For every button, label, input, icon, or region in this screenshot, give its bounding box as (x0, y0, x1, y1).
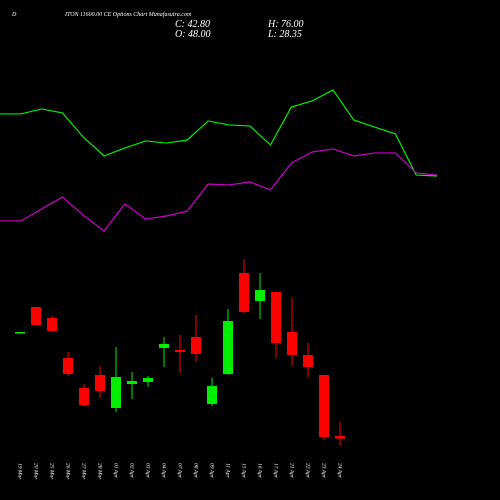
candle-body (271, 292, 281, 343)
candle-body (63, 358, 73, 374)
x-tick-label: 11 Apr (225, 463, 231, 478)
candle-body (287, 332, 297, 355)
candle-body (31, 307, 41, 325)
x-tick-label: 27 Mar (81, 463, 87, 480)
low-label: L: 28.35 (267, 29, 302, 40)
x-tick-label: 09 Apr (209, 463, 215, 479)
x-tick-label: 17 Apr (273, 463, 279, 479)
candle-body (95, 375, 105, 391)
candle-body (143, 378, 153, 382)
x-tick-label: 01 Apr (113, 463, 119, 479)
candle-body (207, 386, 217, 404)
x-tick-label: 19 Mar (17, 463, 23, 480)
candle-body (303, 355, 313, 367)
x-tick-label: 22 Apr (305, 463, 311, 479)
x-tick-label: 25 Mar (49, 463, 55, 480)
candle-body (175, 350, 185, 352)
close-label: C: 42.80 (175, 19, 210, 30)
candle-body (223, 321, 233, 374)
x-tick-label: 28 Mar (97, 463, 103, 480)
x-tick-label: 04 Apr (161, 463, 168, 479)
candle-body (111, 377, 121, 408)
candle-body (47, 318, 57, 331)
high-label: H: 76.00 (267, 19, 304, 30)
x-tick-label: 15 Apr (241, 463, 247, 479)
x-tick-label: 20 Mar (33, 463, 39, 480)
open-label: O: 48.00 (175, 29, 211, 40)
x-tick-label: 08 Apr (193, 463, 199, 479)
x-tick-label: 23 Apr (321, 463, 327, 479)
line-series (0, 148, 438, 232)
x-tick-label: 02 Apr (129, 463, 135, 479)
chart-subtitle: ITON 11600.00 CE Options Chart Munafasut… (64, 11, 192, 18)
x-tick-label: 03 Apr (145, 463, 151, 479)
x-tick-label: 24 Apr (337, 463, 344, 479)
x-tick-label: 26 Mar (65, 463, 71, 480)
chart-title: D (11, 12, 17, 18)
candle-body (159, 344, 169, 348)
candle-body (239, 273, 249, 312)
candle-body (15, 332, 25, 334)
x-tick-label: 21 Apr (289, 463, 295, 479)
x-tick-label: 16 Apr (257, 463, 263, 479)
candle-body (127, 381, 137, 384)
candle-body (319, 375, 329, 437)
x-tick-label: 07 Apr (177, 463, 183, 479)
line-series (0, 89, 438, 177)
candle-body (255, 290, 265, 301)
candle-body (191, 337, 201, 354)
candle-body (79, 388, 89, 405)
candle-body (335, 436, 345, 439)
